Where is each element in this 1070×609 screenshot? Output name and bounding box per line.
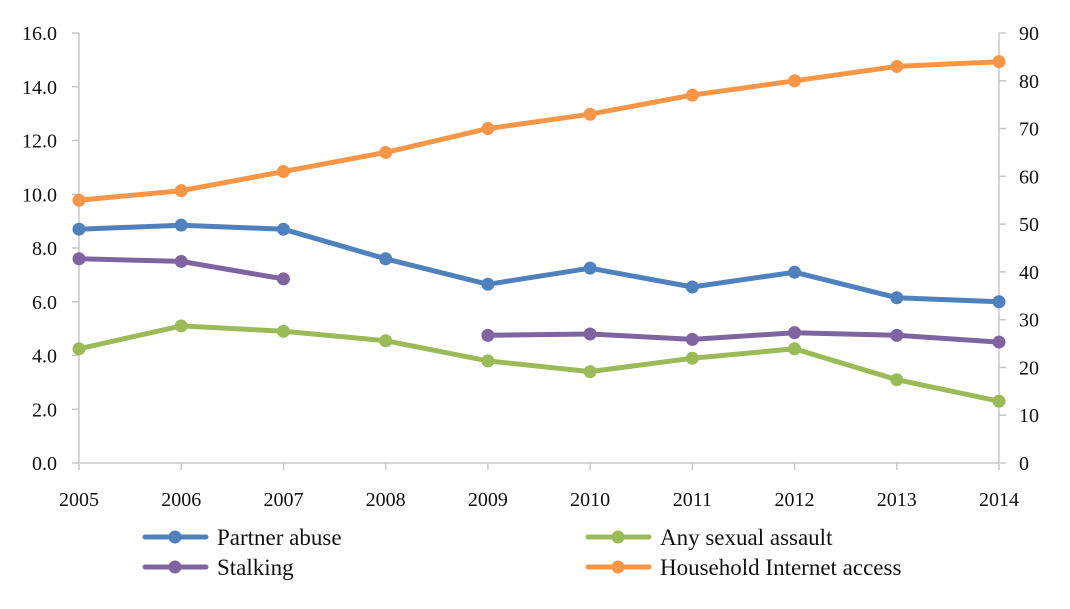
left-tick-label: 8.0 [32, 238, 57, 260]
legend-label: Stalking [217, 555, 294, 580]
data-point [72, 342, 86, 356]
data-point [481, 328, 495, 342]
right-tick-label: 80 [1019, 71, 1039, 93]
left-tick-label: 2.0 [32, 399, 57, 421]
data-point [379, 334, 393, 348]
legend-label: Any sexual assault [660, 525, 833, 550]
data-point [276, 324, 290, 338]
legend-swatch-marker [168, 560, 182, 574]
data-point [174, 319, 188, 333]
data-point [583, 107, 597, 121]
series-partner-abuse [72, 218, 1006, 309]
legend-swatch-marker [611, 560, 625, 574]
data-point [685, 88, 699, 102]
legend-item-household-internet-access: Household Internet access [585, 555, 901, 580]
right-tick-label: 10 [1019, 405, 1039, 427]
data-point [890, 59, 904, 73]
right-tick-label: 90 [1019, 23, 1039, 45]
series-line [76, 323, 1002, 404]
x-tick-label: 2007 [263, 489, 303, 511]
x-tick-label: 2014 [979, 489, 1019, 511]
series-line [76, 222, 1002, 305]
legend-swatch-marker [611, 530, 625, 544]
series-line [485, 330, 1002, 345]
legend-label: Partner abuse [217, 525, 342, 550]
series-any-sexual-assault [72, 319, 1006, 408]
right-tick-label: 50 [1019, 214, 1039, 236]
legend-swatch-marker [168, 530, 182, 544]
data-point [788, 265, 802, 279]
data-point [788, 326, 802, 340]
axes: 0.0 2.0 4.0 6.0 8.0 10.0 12.0 14.0 16.0 0 10 20 30 40… [22, 23, 1039, 511]
data-point [72, 193, 86, 207]
legend-item-any-sexual-assault: Any sexual assault [585, 525, 833, 550]
right-tick-label: 60 [1019, 166, 1039, 188]
data-point [276, 222, 290, 236]
left-tick-label: 0.0 [32, 453, 57, 475]
data-point [992, 335, 1006, 349]
data-point [890, 328, 904, 342]
legend-item-partner-abuse: Partner abuse [142, 525, 342, 550]
data-point [788, 342, 802, 356]
data-point [685, 280, 699, 294]
data-point [481, 122, 495, 136]
data-point [583, 327, 597, 341]
x-tick-label: 2009 [468, 489, 508, 511]
data-point [890, 373, 904, 387]
data-point [379, 252, 393, 266]
data-point [992, 55, 1006, 69]
right-tick-label: 0 [1019, 453, 1029, 475]
left-tick-label: 12.0 [22, 131, 57, 153]
data-point [481, 354, 495, 368]
data-point [685, 332, 699, 346]
x-tick-label: 2010 [570, 489, 610, 511]
series-line [76, 59, 1002, 203]
left-tick-label: 14.0 [22, 77, 57, 99]
legend-label: Household Internet access [660, 555, 901, 580]
data-point [174, 218, 188, 232]
data-point [174, 184, 188, 198]
data-point [276, 165, 290, 179]
legend-item-stalking: Stalking [142, 555, 294, 580]
data-point [481, 277, 495, 291]
data-point [276, 272, 290, 286]
data-point [72, 252, 86, 266]
right-tick-label: 70 [1019, 119, 1039, 141]
series-household-internet-access [72, 55, 1006, 207]
data-point [685, 351, 699, 365]
data-point [890, 291, 904, 305]
left-tick-label: 16.0 [22, 23, 57, 45]
left-tick-label: 6.0 [32, 292, 57, 314]
right-tick-label: 30 [1019, 310, 1039, 332]
data-point [379, 145, 393, 159]
series-stalking [72, 252, 1006, 349]
legend: Partner abuse Any sexual assault Stalking H… [142, 525, 901, 580]
x-tick-label: 2013 [877, 489, 917, 511]
data-point [72, 222, 86, 236]
x-tick-label: 2005 [59, 489, 99, 511]
x-tick-label: 2008 [366, 489, 406, 511]
left-tick-label: 10.0 [22, 184, 57, 206]
left-tick-label: 4.0 [32, 346, 57, 368]
x-tick-label: 2012 [775, 489, 815, 511]
x-tick-label: 2006 [161, 489, 201, 511]
data-point [583, 261, 597, 275]
x-tick-label: 2011 [673, 489, 712, 511]
right-tick-label: 40 [1019, 262, 1039, 284]
data-point [992, 295, 1006, 309]
data-point [788, 74, 802, 88]
series-lines [72, 55, 1006, 408]
data-point [583, 365, 597, 379]
right-tick-label: 20 [1019, 357, 1039, 379]
data-point [992, 394, 1006, 408]
data-point [174, 254, 188, 268]
